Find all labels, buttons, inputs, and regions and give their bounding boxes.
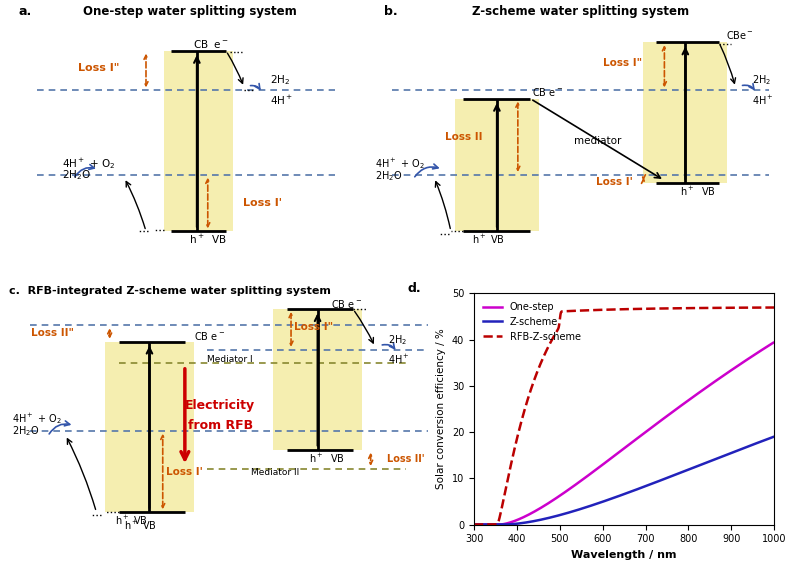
RFB-Z-scheme [484, 521, 494, 528]
Bar [164, 51, 233, 231]
Text: Loss I': Loss I' [596, 177, 633, 187]
Text: CB e$^-$: CB e$^-$ [331, 298, 362, 310]
Line: Z-scheme: Z-scheme [474, 437, 774, 525]
Text: Mediator I: Mediator I [207, 355, 253, 364]
Text: h$^+$  VB: h$^+$ VB [680, 185, 716, 199]
One-step [705, 381, 715, 388]
Text: Mediator II: Mediator II [251, 468, 299, 477]
One-step [469, 521, 479, 528]
Text: 2H$_2$: 2H$_2$ [752, 73, 772, 87]
Z-scheme [608, 495, 617, 502]
Text: CB  e$^-$: CB e$^-$ [194, 38, 229, 50]
Text: Loss II': Loss II' [387, 455, 425, 464]
Text: Loss I": Loss I" [603, 59, 642, 68]
Text: h$^+$ VB: h$^+$ VB [472, 233, 505, 246]
Text: 2H$_2$O: 2H$_2$O [62, 168, 92, 182]
One-step [615, 448, 625, 455]
Bar [273, 309, 362, 450]
One-step [608, 454, 617, 461]
RFB-Z-scheme [761, 304, 770, 311]
Line: One-step: One-step [474, 342, 774, 525]
Text: from RFB: from RFB [188, 419, 253, 432]
Bar [455, 99, 539, 231]
Text: 4H$^+$ + O$_2$: 4H$^+$ + O$_2$ [13, 411, 62, 426]
Text: h$^+$  VB: h$^+$ VB [189, 233, 227, 246]
RFB-Z-scheme [608, 306, 617, 313]
Text: h$^+$  VB: h$^+$ VB [309, 451, 344, 465]
Text: h$^+$ VB: h$^+$ VB [124, 519, 157, 532]
Z-scheme [761, 437, 770, 443]
Z-scheme [769, 433, 779, 440]
Text: 4H$^+$ + O$_2$: 4H$^+$ + O$_2$ [375, 156, 426, 171]
Text: 2H$_2$O: 2H$_2$O [375, 169, 403, 183]
Text: Z-scheme water splitting system: Z-scheme water splitting system [472, 5, 689, 18]
Z-scheme [615, 492, 625, 499]
Text: d.: d. [408, 282, 422, 295]
Text: 4H$^+$: 4H$^+$ [752, 94, 774, 107]
RFB-Z-scheme [615, 306, 625, 312]
Legend: One-step, Z-scheme, RFB-Z-scheme: One-step, Z-scheme, RFB-Z-scheme [479, 298, 585, 346]
Line: RFB-Z-scheme: RFB-Z-scheme [474, 307, 774, 525]
Text: Electricity: Electricity [185, 399, 255, 412]
Text: b.: b. [384, 5, 397, 18]
RFB-Z-scheme [705, 305, 715, 311]
Z-scheme [761, 437, 770, 443]
Bar [643, 42, 727, 183]
Z-scheme [705, 457, 715, 464]
RFB-Z-scheme [769, 304, 779, 311]
Text: 2H$_2$: 2H$_2$ [389, 333, 408, 347]
Text: Loss II": Loss II" [31, 328, 73, 338]
Text: 2H$_2$: 2H$_2$ [269, 73, 290, 87]
Text: 4H$^+$: 4H$^+$ [269, 94, 293, 107]
Text: CB e$^-$: CB e$^-$ [194, 330, 224, 342]
Text: h$^+$ VB: h$^+$ VB [115, 514, 149, 527]
Text: Loss I": Loss I" [294, 321, 333, 332]
X-axis label: Wavelength / nm: Wavelength / nm [571, 550, 677, 560]
One-step [761, 344, 770, 351]
Y-axis label: Solar conversion efficiency / %: Solar conversion efficiency / % [436, 328, 446, 490]
Text: CB e$^-$: CB e$^-$ [532, 86, 562, 98]
Z-scheme [469, 521, 479, 528]
Text: Loss I': Loss I' [243, 198, 282, 208]
Z-scheme [484, 521, 494, 528]
Text: 2H$_2$O: 2H$_2$O [13, 424, 40, 438]
Text: a.: a. [19, 5, 32, 18]
Text: Loss II: Loss II [445, 132, 482, 142]
One-step [769, 339, 779, 346]
RFB-Z-scheme [469, 521, 479, 528]
Text: CBe$^-$: CBe$^-$ [726, 29, 754, 41]
Text: 4H$^+$ + O$_2$: 4H$^+$ + O$_2$ [62, 156, 115, 171]
Bar [105, 342, 194, 512]
Text: Loss I": Loss I" [78, 63, 119, 73]
Text: 4H$^+$: 4H$^+$ [389, 352, 410, 365]
One-step [761, 345, 770, 351]
RFB-Z-scheme [761, 304, 770, 311]
One-step [484, 521, 494, 528]
Text: Loss I': Loss I' [167, 466, 203, 477]
Text: One-step water splitting system: One-step water splitting system [83, 5, 296, 18]
Text: c.  RFB-integrated Z-scheme water splitting system: c. RFB-integrated Z-scheme water splitti… [9, 286, 331, 296]
Text: mediator: mediator [574, 136, 621, 146]
